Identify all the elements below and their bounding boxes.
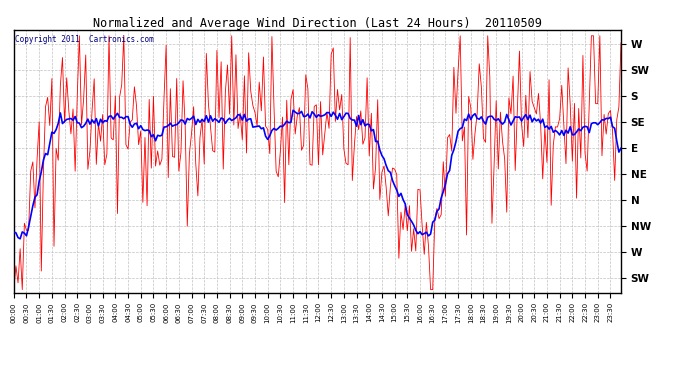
Title: Normalized and Average Wind Direction (Last 24 Hours)  20110509: Normalized and Average Wind Direction (L… (93, 17, 542, 30)
Text: Copyright 2011  Cartronics.com: Copyright 2011 Cartronics.com (15, 35, 154, 44)
